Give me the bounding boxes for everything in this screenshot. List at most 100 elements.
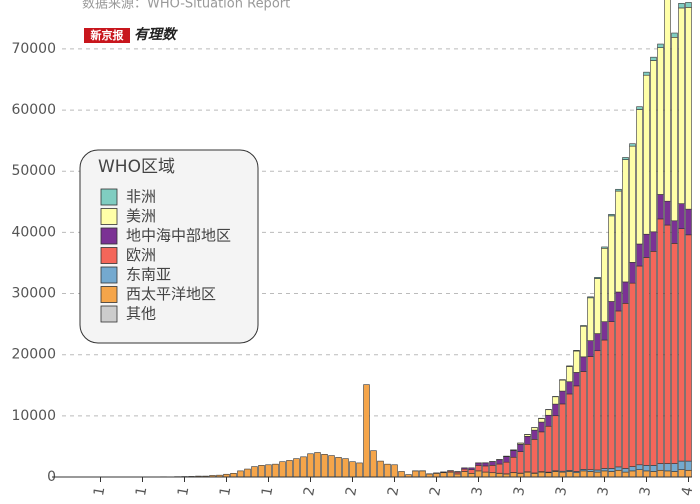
legend-label: 东南亚 xyxy=(126,266,171,284)
bar-segment xyxy=(672,221,678,244)
bar-segment xyxy=(539,422,545,432)
legend-label: 欧洲 xyxy=(126,246,156,264)
bar-segment xyxy=(574,350,580,351)
bar-segment xyxy=(686,235,692,461)
bar-segment xyxy=(574,372,580,385)
bar-segment xyxy=(315,453,321,477)
bar-segment xyxy=(588,341,594,357)
bar-segment xyxy=(651,465,657,471)
bar-segment xyxy=(616,311,622,467)
bar-segment xyxy=(679,461,685,470)
bar-segment xyxy=(672,464,678,472)
bar-segment xyxy=(462,469,468,471)
x-tick-label: 2 xyxy=(343,486,360,498)
bar-segment xyxy=(672,243,678,463)
bar-segment xyxy=(518,473,524,477)
bar-segment xyxy=(679,229,685,461)
bar-segment xyxy=(581,325,587,326)
y-tick-label: 50000 xyxy=(11,163,56,179)
bar-segment xyxy=(686,209,692,235)
bar-segment xyxy=(350,462,356,477)
bar-segment xyxy=(567,394,573,470)
bar-segment xyxy=(665,201,671,225)
y-tick-label: 30000 xyxy=(11,286,56,302)
bar-segment xyxy=(595,277,601,278)
bar-segment xyxy=(658,48,664,195)
bar-segment xyxy=(420,471,426,477)
bar-segment xyxy=(546,473,552,477)
bar-segment xyxy=(574,386,580,472)
bar-segment xyxy=(567,382,573,394)
x-tick-label: 4 xyxy=(679,486,696,498)
bar-segment xyxy=(588,471,594,477)
bar-segment xyxy=(525,472,531,477)
legend-swatch xyxy=(101,267,117,283)
x-tick-label: 1 xyxy=(133,486,150,498)
bar-segment xyxy=(637,244,643,266)
bar-segment xyxy=(637,109,643,244)
bar-segment xyxy=(504,462,510,474)
x-tick-label: 2 xyxy=(385,486,402,498)
bar-segment xyxy=(532,430,538,439)
bar-segment xyxy=(497,460,503,464)
x-tick-label: 1 xyxy=(217,486,234,498)
bar-segment xyxy=(378,461,384,477)
bar-segment xyxy=(497,464,503,473)
bar-segment xyxy=(539,472,545,477)
legend-label: 其他 xyxy=(126,305,156,323)
bar-segment xyxy=(490,462,496,466)
bar-segment xyxy=(238,471,244,477)
bar-segment xyxy=(581,357,587,372)
bar-segment xyxy=(511,451,517,458)
bar-segment xyxy=(637,266,643,465)
bar-segment xyxy=(602,340,608,468)
bar-segment xyxy=(245,469,251,477)
bar-segment xyxy=(476,465,482,471)
bar-segment xyxy=(581,471,587,477)
bar-segment xyxy=(385,464,391,477)
bar-segment xyxy=(665,464,671,471)
bar-segment xyxy=(413,471,419,477)
bar-segment xyxy=(532,428,538,430)
bar-segment xyxy=(637,107,643,110)
bar-segment xyxy=(658,194,664,218)
legend-swatch xyxy=(101,306,117,322)
bar-segment xyxy=(539,432,545,472)
bar-segment xyxy=(371,451,377,477)
bar-segment xyxy=(630,144,636,146)
x-tick-label: 3 xyxy=(595,486,612,498)
bar-segment xyxy=(308,454,314,477)
logo-text: 有理数 xyxy=(134,26,178,43)
bar-segment xyxy=(665,471,671,477)
bar-segment xyxy=(588,297,594,298)
bar-segment xyxy=(469,468,475,470)
bar-segment xyxy=(462,468,468,469)
bar-segment xyxy=(686,470,692,477)
bar-segment xyxy=(553,471,559,477)
bar-segment xyxy=(686,2,692,7)
bar-segment xyxy=(392,465,398,477)
bar-segment xyxy=(553,416,559,471)
y-tick-label: 20000 xyxy=(11,347,56,363)
x-tick-label: 3 xyxy=(511,486,528,498)
bar-segment xyxy=(658,44,664,48)
legend-label: 非洲 xyxy=(126,188,156,206)
legend-swatch xyxy=(101,189,117,205)
bar-segment xyxy=(280,462,286,477)
bar-segment xyxy=(539,418,545,422)
bar-segment xyxy=(616,189,622,191)
bar-segment xyxy=(595,279,601,334)
bar-segment xyxy=(553,404,559,416)
bar-segment xyxy=(651,232,657,252)
bar-segment xyxy=(504,457,510,463)
bar-segment xyxy=(287,460,293,477)
bar-segment xyxy=(623,468,629,472)
bar-segment xyxy=(518,452,524,473)
bar-segment xyxy=(651,61,657,232)
x-tick-label: 1 xyxy=(175,486,192,498)
legend-swatch xyxy=(101,209,117,225)
bar-segment xyxy=(679,3,685,8)
bar-segment xyxy=(329,456,335,477)
x-tick-label: 3 xyxy=(553,486,570,498)
